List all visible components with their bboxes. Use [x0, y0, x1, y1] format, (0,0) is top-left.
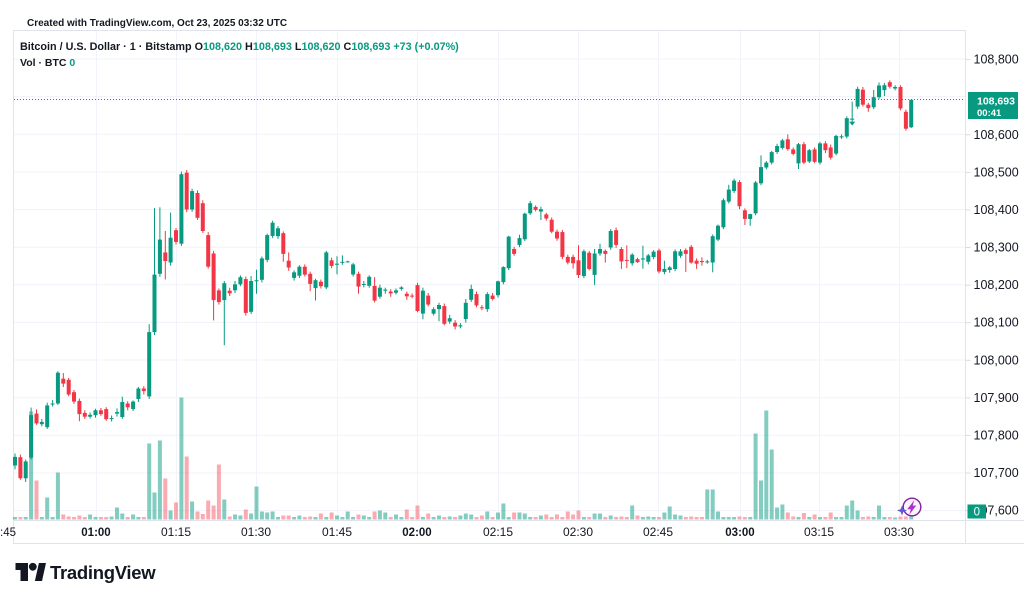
- svg-text:107,800: 107,800: [974, 428, 1019, 442]
- svg-text:108,200: 108,200: [974, 278, 1019, 292]
- svg-text:01:00: 01:00: [81, 527, 110, 539]
- svg-text:107,700: 107,700: [974, 466, 1019, 480]
- svg-text:0: 0: [974, 507, 980, 519]
- svg-text:TradingView: TradingView: [50, 562, 156, 583]
- svg-text:108,693: 108,693: [977, 96, 1015, 108]
- svg-text:03:00: 03:00: [725, 527, 754, 539]
- svg-text:03:15: 03:15: [804, 525, 834, 539]
- svg-text:02:30: 02:30: [563, 525, 593, 539]
- svg-text:01:15: 01:15: [161, 525, 191, 539]
- svg-text:108,800: 108,800: [974, 53, 1019, 67]
- svg-text:108,600: 108,600: [974, 128, 1019, 142]
- svg-text:00:41: 00:41: [977, 108, 1002, 119]
- svg-text:108,000: 108,000: [974, 353, 1019, 367]
- svg-text:108,500: 108,500: [974, 165, 1019, 179]
- svg-text:01:30: 01:30: [241, 525, 271, 539]
- svg-text:108,300: 108,300: [974, 241, 1019, 255]
- svg-text:107,900: 107,900: [974, 391, 1019, 405]
- svg-text:03:30: 03:30: [884, 525, 914, 539]
- svg-text:Bitcoin / U.S. Dollar · 1 · Bi: Bitcoin / U.S. Dollar · 1 · Bitstamp O10…: [20, 41, 459, 53]
- svg-text:108,400: 108,400: [974, 203, 1019, 217]
- svg-text:Created with TradingView.com,: Created with TradingView.com, Oct 23, 20…: [27, 18, 287, 29]
- svg-text:02:15: 02:15: [483, 525, 513, 539]
- svg-text:Vol · BTC 0: Vol · BTC 0: [20, 57, 75, 69]
- svg-text:01:45: 01:45: [322, 525, 352, 539]
- svg-text::45: :45: [0, 527, 16, 539]
- svg-text:108,100: 108,100: [974, 316, 1019, 330]
- svg-text:02:45: 02:45: [643, 525, 673, 539]
- svg-text:02:00: 02:00: [402, 527, 431, 539]
